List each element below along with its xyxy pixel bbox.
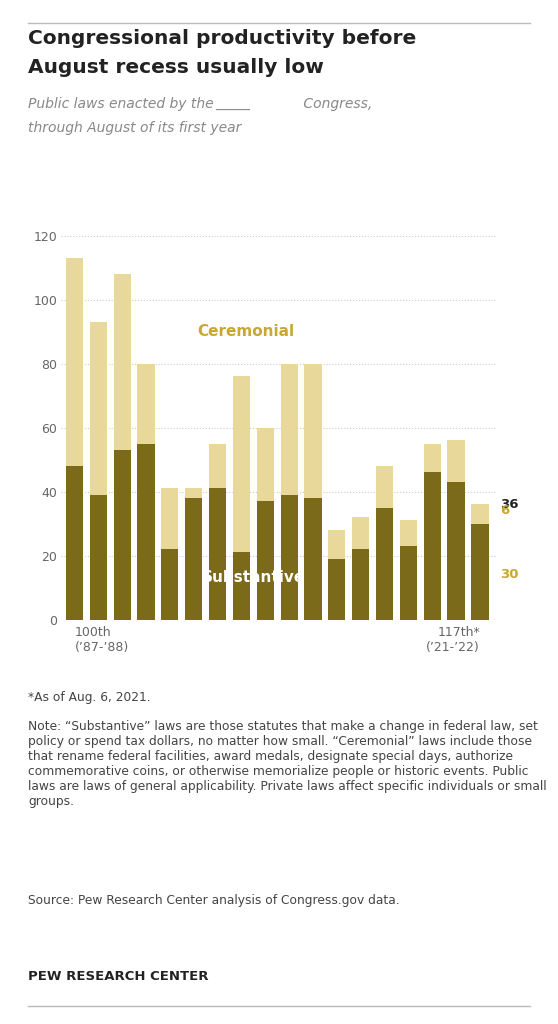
Bar [472,523,488,620]
Bar [305,364,321,498]
Bar [472,504,488,523]
Bar [352,517,369,549]
Bar [66,258,83,466]
Bar [328,530,345,559]
Bar [90,322,107,495]
Bar [281,495,298,620]
Text: *As of Aug. 6, 2021.: *As of Aug. 6, 2021. [28,691,151,705]
Bar [185,498,203,620]
Text: Note: “Substantive” laws are those statutes that make a change in federal law, s: Note: “Substantive” laws are those statu… [28,720,546,808]
Bar [66,466,83,620]
Bar [114,273,131,450]
Text: Congress,: Congress, [299,97,372,112]
Bar [305,498,321,620]
Bar [257,501,274,620]
Bar [185,488,203,498]
Bar [114,450,131,620]
Bar [281,364,298,495]
Bar [448,440,465,482]
Text: Source: Pew Research Center analysis of Congress.gov data.: Source: Pew Research Center analysis of … [28,894,400,907]
Text: Public laws enacted by the: Public laws enacted by the [28,97,218,112]
Text: 6: 6 [500,504,509,517]
Text: 30: 30 [500,568,519,582]
Bar [328,559,345,620]
Bar [400,546,417,620]
Bar [209,443,226,488]
Text: Ceremonial: Ceremonial [198,324,295,339]
Bar [424,472,441,620]
Text: August recess usually low: August recess usually low [28,58,324,78]
Text: Substantive: Substantive [202,570,305,586]
Text: through August of its first year: through August of its first year [28,121,241,135]
Bar [448,482,465,620]
Bar [233,376,250,552]
Bar [376,466,393,508]
Bar [137,364,155,443]
Bar [257,428,274,501]
Bar [352,549,369,620]
Bar [376,508,393,620]
Bar [233,552,250,620]
Bar [161,488,179,549]
Bar [161,549,179,620]
Text: _____: _____ [215,97,250,112]
Text: Congressional productivity before: Congressional productivity before [28,29,416,48]
Bar [424,443,441,472]
Bar [209,488,226,620]
Bar [90,495,107,620]
Text: 36: 36 [500,498,519,511]
Text: PEW RESEARCH CENTER: PEW RESEARCH CENTER [28,970,208,983]
Bar [400,520,417,546]
Bar [137,443,155,620]
